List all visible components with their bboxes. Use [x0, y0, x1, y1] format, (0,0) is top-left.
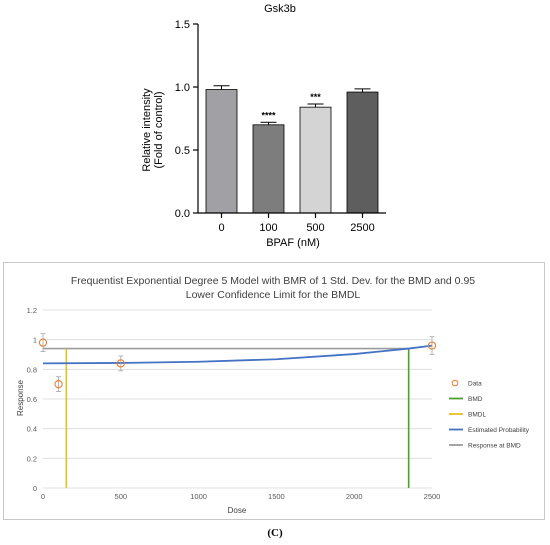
bmd-x-axis-label: Dose — [228, 506, 247, 515]
bmd-y-tick-label: 0.6 — [27, 395, 37, 404]
bmd-x-tick-label: 2000 — [346, 492, 363, 501]
bar-chart: Gsk3b Relative intensity (Fold of contro… — [141, 3, 386, 249]
bar — [299, 106, 332, 214]
bmd-y-tick-label: 0.2 — [27, 454, 37, 463]
bmd-y-tick-label: 1.2 — [27, 306, 37, 315]
bar-y-axis-label-line-1: Relative intensity — [141, 88, 153, 172]
bar-y-tick-label: 1.5 — [175, 19, 190, 31]
bar-y-axis-label: Relative intensity (Fold of control) — [141, 88, 165, 172]
data-point — [38, 338, 48, 347]
bar-x-tick-label: 500 — [306, 222, 324, 234]
bmd-x-tick-label: 2500 — [424, 492, 441, 501]
bar-y-axis: 0.0 0.5 1.0 1.5 — [175, 19, 198, 220]
bmd-chart-title-line-1: Frequentist Exponential Degree 5 Model w… — [71, 275, 475, 287]
bmd-y-tick-label: 1 — [33, 336, 37, 345]
bar — [346, 91, 379, 214]
bmd-series — [38, 333, 437, 488]
legend-label: Data — [468, 381, 482, 388]
significance-marker: *** — [310, 92, 321, 102]
panel-label: (C) — [267, 527, 283, 539]
bar-chart-title: Gsk3b — [264, 3, 296, 15]
bmd-x-tick-label: 1500 — [268, 492, 285, 501]
bmd-y-tick-label: 0 — [33, 484, 37, 493]
bar-x-tick-label: 100 — [259, 222, 277, 234]
bmd-x-tick-label: 0 — [41, 492, 45, 501]
bmd-chart: Frequentist Exponential Degree 5 Model w… — [16, 275, 530, 515]
legend-label: Response at BMD — [468, 443, 521, 450]
bar-series: ******* — [205, 85, 379, 214]
legend-label: BMD — [468, 396, 483, 403]
bar-y-tick-label: 0.0 — [175, 208, 190, 220]
significance-marker: **** — [261, 110, 276, 120]
data-point — [54, 380, 63, 389]
data-point — [427, 341, 437, 350]
bmd-y-tick-label: 0.4 — [27, 425, 37, 434]
bmd-legend: Data BMD BMDL Estimated Probability Response… — [449, 379, 530, 450]
bmd-y-axis-label: Response — [16, 379, 25, 416]
bar-x-axis-label: BPAF (nM) — [266, 237, 320, 249]
bmd-chart-title-line-2: Lower Confidence Limit for the BMDL — [186, 289, 361, 301]
bmd-chart-frame — [3, 262, 545, 520]
bmd-gridlines — [43, 309, 432, 489]
bar-y-axis-label-line-2: (Fold of control) — [153, 91, 165, 168]
bmd-x-tick-label: 500 — [115, 492, 128, 501]
legend-label: BMDL — [468, 412, 486, 419]
legend-label: Estimated Probability — [468, 427, 530, 434]
bmd-x-tick-label: 1000 — [190, 492, 207, 501]
data-point — [116, 359, 125, 368]
legend-marker-data — [451, 379, 459, 387]
bar — [205, 89, 238, 214]
bmd-x-axis: 0 500 1000 1500 2000 2500 — [41, 492, 440, 501]
bar-x-tick-label: 0 — [218, 222, 224, 234]
bar-x-axis: 0 100 500 2500 — [218, 213, 375, 234]
bar-x-tick-label: 2500 — [350, 222, 374, 234]
bar-y-tick-label: 0.5 — [175, 145, 190, 157]
bar-y-tick-label: 1.0 — [175, 82, 190, 94]
bmd-y-tick-label: 0.8 — [27, 365, 37, 374]
bmd-y-axis: 0 0.2 0.4 0.6 0.8 1 1.2 — [27, 306, 37, 493]
